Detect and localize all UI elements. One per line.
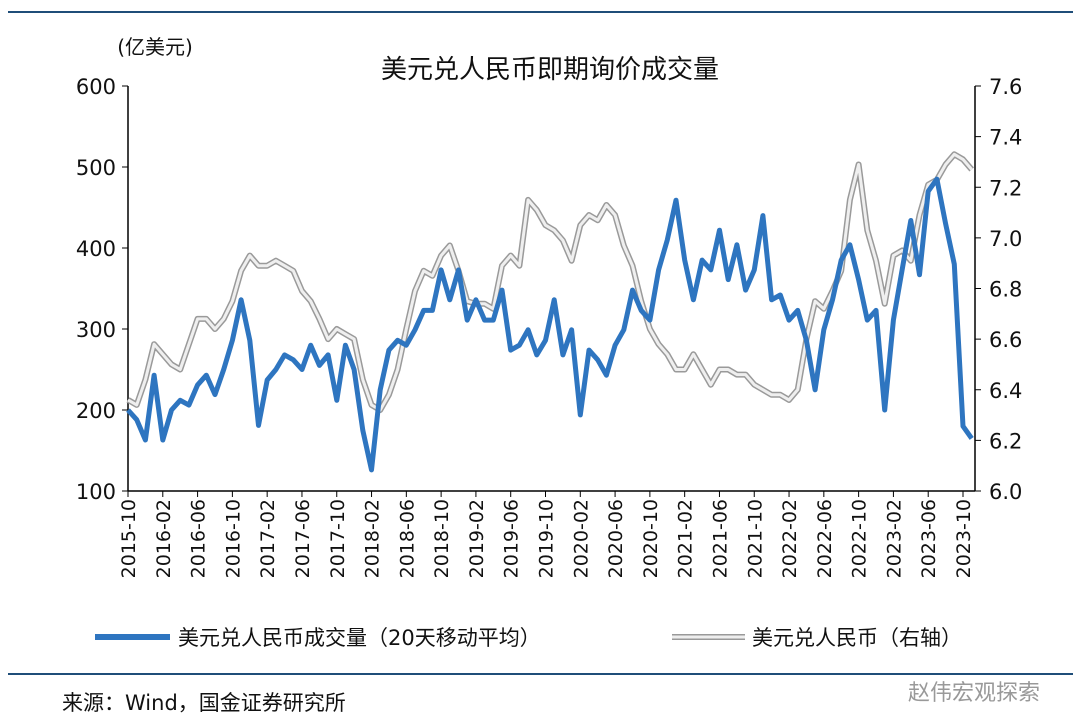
left-tick-label: 100: [76, 480, 116, 504]
legend: 美元兑人民币成交量（20天移动平均） 美元兑人民币（右轴）: [95, 626, 962, 650]
x-tick-label: 2015-10: [118, 499, 140, 578]
chart-title: 美元兑人民币即期询价成交量: [381, 55, 719, 85]
x-tick-label: 2020-06: [605, 499, 627, 578]
right-tick-label: 7.2: [989, 176, 1022, 200]
x-tick-label: 2021-10: [744, 499, 766, 578]
right-tick-label: 6.0: [989, 480, 1022, 504]
x-tick-label: 2019-06: [501, 499, 523, 578]
x-tick-label: 2020-02: [570, 499, 592, 578]
x-tick-label: 2019-02: [466, 499, 488, 578]
left-tick-label: 300: [76, 318, 116, 342]
x-tick-label: 2017-06: [292, 499, 314, 578]
right-tick-label: 7.4: [989, 126, 1022, 150]
x-tick-label: 2016-06: [188, 499, 210, 578]
x-tick-label: 2018-02: [362, 499, 384, 578]
x-tick-label: 2020-10: [640, 499, 662, 578]
watermark: 赵伟宏观探索: [908, 681, 1040, 706]
left-tick-label: 500: [76, 156, 116, 180]
x-tick-label: 2017-10: [327, 499, 349, 578]
rate-line: [127, 152, 973, 412]
right-tick-label: 7.0: [989, 227, 1022, 251]
legend-label-rate: 美元兑人民币（右轴）: [752, 626, 962, 650]
volume-line: [126, 176, 974, 473]
x-tick-label: 2022-02: [779, 499, 801, 578]
x-tick-label: 2016-02: [153, 499, 175, 578]
left-axis-unit: (亿美元): [117, 35, 193, 59]
right-tick-label: 6.8: [989, 278, 1022, 302]
x-tick-label: 2022-10: [849, 499, 871, 578]
x-tick-label: 2016-10: [222, 499, 244, 578]
right-tick-label: 6.4: [989, 379, 1022, 403]
x-tick-label: 2021-02: [675, 499, 697, 578]
x-tick-label: 2023-06: [918, 499, 940, 578]
x-tick-label: 2019-10: [536, 499, 558, 578]
x-tick-label: 2023-10: [953, 499, 975, 578]
x-tick-label: 2018-06: [396, 499, 418, 578]
x-tick-label: 2017-02: [257, 499, 279, 578]
right-tick-label: 7.6: [989, 75, 1022, 99]
source-note: 来源：Wind，国金证券研究所: [62, 691, 346, 715]
right-tick-label: 6.2: [989, 429, 1022, 453]
x-tick-label: 2018-10: [431, 499, 453, 578]
left-tick-label: 200: [76, 399, 116, 423]
x-tick-label: 2021-06: [709, 499, 731, 578]
left-tick-label: 400: [76, 237, 116, 261]
x-tick-label: 2022-06: [814, 499, 836, 578]
legend-label-volume: 美元兑人民币成交量（20天移动平均）: [178, 626, 541, 650]
x-tick-label: 2023-02: [883, 499, 905, 578]
left-tick-label: 600: [76, 75, 116, 99]
right-tick-label: 6.6: [989, 328, 1022, 352]
